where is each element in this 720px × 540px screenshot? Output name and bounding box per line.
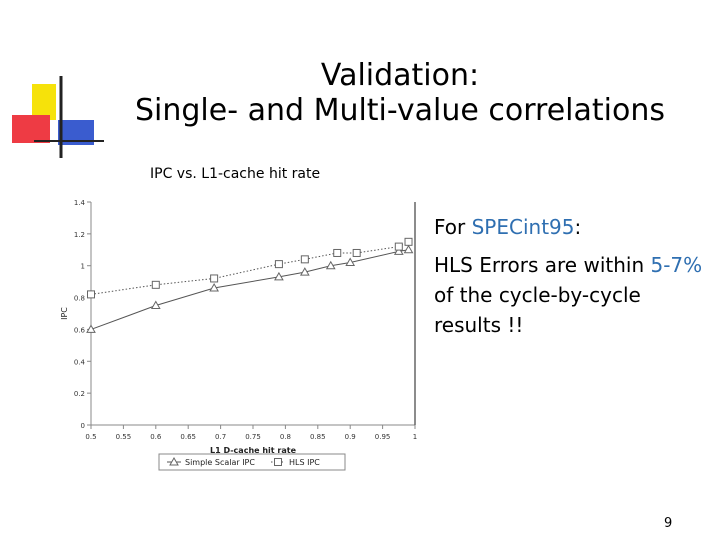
- ipc-chart-svg: 0 0.2 0.4 0.6 0.8 1 1.2 1.4 0.5 0.55 0.6 0.65 0.7 0.7…: [60, 199, 417, 471]
- bullet-spec-prefix: For: [434, 215, 472, 239]
- x-tick-label: 0.85: [310, 433, 326, 441]
- series-2-point: [300, 255, 309, 264]
- series-2-point: [210, 274, 219, 283]
- x-tick-label: 0.95: [375, 433, 391, 441]
- x-tick-label: 0.8: [280, 433, 291, 441]
- bullet-errors: HLS Errors are within 5-7% of the cycle-…: [434, 250, 704, 340]
- x-tick-label: 0.65: [180, 433, 196, 441]
- y-tick-label: 0.6: [74, 326, 86, 334]
- x-axis-label: L1 D-cache hit rate: [210, 446, 297, 455]
- legend-marker-2: [274, 458, 282, 466]
- legend-box: [158, 453, 346, 471]
- x-tick-label: 0.75: [245, 433, 261, 441]
- legend-label-1: Simple Scalar IPC: [185, 458, 255, 467]
- chart-caption: IPC vs. L1-cache hit rate: [150, 166, 321, 182]
- slide-decoration-logo: [12, 76, 104, 158]
- bullet-spec: For SPECint95:: [434, 212, 704, 242]
- series-2-point: [333, 248, 342, 257]
- series-2-point: [404, 237, 413, 246]
- y-axis-label: IPC: [60, 307, 69, 320]
- series-1-point: [209, 283, 219, 292]
- legend-label-2: HLS IPC: [289, 458, 320, 467]
- bullet-list: For SPECint95: HLS Errors are within 5-7…: [434, 212, 704, 348]
- series-1-point: [393, 246, 404, 255]
- slide-title: Validation: Single- and Multi-value corr…: [120, 58, 680, 128]
- bullet-spec-highlight: SPECint95: [471, 215, 575, 239]
- x-tick-label: 0.6: [150, 433, 162, 441]
- series-2-point: [87, 290, 95, 299]
- x-tick-label: 0.55: [116, 433, 132, 441]
- slide-title-line-1: Validation:: [320, 58, 480, 93]
- bullet-errors-prefix: HLS Errors are within: [434, 253, 651, 277]
- ipc-chart: 0 0.2 0.4 0.6 0.8 1 1.2 1.4 0.5 0.55 0.6 0.65 0.7 0.7…: [55, 190, 425, 480]
- y-tick-label: 0.4: [74, 358, 86, 366]
- y-tick-label: 1.4: [74, 199, 86, 207]
- series-1-point: [86, 324, 96, 333]
- series-line-2: [90, 241, 409, 295]
- bullet-errors-suffix: of the cycle-by-cycle results !!: [434, 283, 641, 337]
- y-tick-label: 1: [81, 263, 85, 271]
- y-tick-label: 0.2: [74, 390, 85, 398]
- x-tick-label: 0.5: [85, 433, 96, 441]
- series-1-point: [274, 271, 284, 281]
- series-line-1: [90, 249, 409, 330]
- series-1-point: [299, 267, 310, 276]
- x-tick-label: 0.9: [345, 433, 356, 441]
- bullet-errors-highlight: 5-7%: [650, 253, 703, 277]
- page-number: 9: [664, 516, 673, 531]
- series-1-point: [345, 257, 356, 267]
- series-2-point: [352, 248, 361, 257]
- y-tick-label: 1.2: [74, 231, 85, 239]
- slide-title-line-2: Single- and Multi-value correlations: [135, 93, 665, 128]
- series-2-point: [151, 280, 160, 289]
- x-tick-label: 0.7: [215, 433, 226, 441]
- series-2-point: [394, 242, 403, 251]
- series-1-point: [150, 300, 161, 310]
- bullet-spec-suffix: :: [574, 215, 582, 239]
- series-1-point: [403, 244, 414, 254]
- series-1-point: [325, 260, 336, 270]
- x-tick-label: 1: [413, 433, 417, 441]
- y-tick-label: 0.8: [74, 295, 85, 303]
- legend-marker-1: [169, 456, 179, 466]
- series-2-point: [274, 260, 283, 269]
- y-tick-label: 0: [81, 422, 85, 430]
